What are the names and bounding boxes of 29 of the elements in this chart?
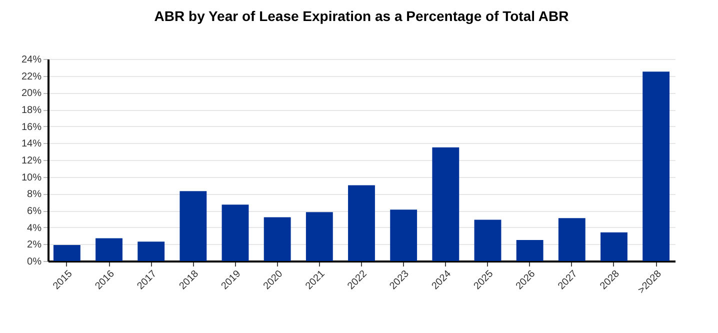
y-tick-label: 20%: [21, 88, 42, 100]
bar: [306, 212, 333, 261]
y-tick-label: 6%: [27, 206, 42, 217]
y-tick-label: 4%: [27, 222, 42, 234]
y-tick-label: 18%: [21, 105, 42, 116]
bar: [474, 220, 502, 261]
bar: [432, 147, 460, 261]
y-tick-label: 2%: [27, 240, 42, 251]
bar: [180, 191, 207, 261]
y-tick-label: 16%: [21, 122, 42, 133]
y-tick-label: 24%: [21, 54, 42, 66]
bar: [642, 72, 670, 261]
chart-title: ABR by Year of Lease Expiration as a Percentage of Total ABR: [154, 8, 569, 24]
y-tick-label: 0%: [27, 256, 42, 268]
bar: [264, 217, 291, 261]
bar: [390, 210, 418, 261]
bar: [222, 204, 249, 261]
y-tick-label: 10%: [21, 172, 42, 184]
bar: [516, 240, 544, 261]
y-tick-label: 14%: [21, 138, 42, 150]
bar: [558, 218, 586, 261]
y-tick-label: 22%: [21, 71, 42, 82]
y-tick-label: 12%: [21, 156, 42, 166]
y-tick-label: 8%: [27, 189, 42, 200]
bar: [138, 242, 165, 261]
bar: [600, 232, 628, 261]
bar: [348, 185, 375, 261]
bar: [96, 238, 122, 261]
bar: [53, 245, 80, 261]
